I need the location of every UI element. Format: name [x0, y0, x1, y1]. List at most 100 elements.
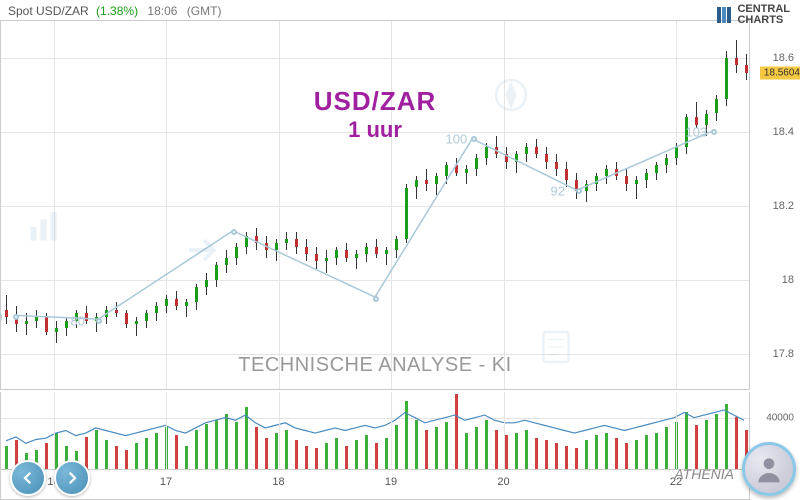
brand-logo: CENTRAL CHARTS [717, 4, 790, 26]
watermark-icon [184, 230, 224, 275]
volume-bar [455, 394, 458, 469]
volume-bar [5, 446, 8, 469]
volume-bar [575, 448, 578, 469]
volume-bar [435, 427, 438, 469]
nav-prev-button[interactable] [10, 460, 46, 496]
volume-bar [615, 438, 618, 469]
watermark-icon [26, 205, 66, 250]
volume-bar [385, 438, 388, 469]
volume-bar [595, 435, 598, 469]
volume-bar [505, 435, 508, 469]
volume-bar [645, 435, 648, 469]
volume-bar [275, 433, 278, 469]
volume-bar [715, 414, 718, 469]
pct-change: (1.38%) [96, 4, 138, 18]
time-label: 18:06 [147, 4, 177, 18]
volume-bar [175, 435, 178, 469]
volume-bar [555, 443, 558, 469]
volume-bar [285, 430, 288, 469]
last-price-tag: 18.5604 [760, 66, 800, 79]
volume-bar [625, 443, 628, 469]
overlay-marker [471, 136, 477, 142]
overlay-label: 100 [446, 132, 468, 147]
volume-bar [105, 440, 108, 469]
volume-bar [355, 440, 358, 469]
vol-y-tick: 40000 [766, 413, 794, 424]
y-tick-label: 18 [782, 274, 794, 286]
volume-bar [475, 427, 478, 469]
tz-label: (GMT) [187, 4, 222, 18]
volume-bar [315, 448, 318, 469]
watermark-icon [491, 75, 531, 120]
volume-bar [545, 440, 548, 469]
volume-bar [325, 443, 328, 469]
x-tick-label: 20 [497, 476, 509, 488]
avatar-icon[interactable] [742, 442, 796, 496]
chart-title: USD/ZAR 1 uur [314, 86, 437, 143]
volume-bar [235, 422, 238, 469]
y-tick-label: 18.2 [773, 200, 794, 212]
volume-bar [95, 430, 98, 469]
overlay-marker [576, 188, 582, 194]
chart-header: Spot USD/ZAR (1.38%) 18:06 (GMT) [8, 4, 221, 18]
volume-bar [265, 438, 268, 469]
volume-bar [245, 407, 248, 469]
overlay-marker [711, 129, 717, 135]
volume-bar [585, 440, 588, 469]
volume-bar [425, 430, 428, 469]
volume-bar [605, 433, 608, 469]
volume-bar [365, 435, 368, 469]
volume-bar [725, 404, 728, 469]
overlay-label: 80 [71, 313, 85, 328]
volume-bar [345, 446, 348, 469]
x-tick-label: 18 [272, 476, 284, 488]
volume-bar [665, 427, 668, 469]
volume-bar [375, 443, 378, 469]
x-tick-label: 19 [385, 476, 397, 488]
volume-bar [735, 417, 738, 469]
volume-bar [445, 422, 448, 469]
overlay-label: 103 [686, 125, 708, 140]
volume-bar [255, 427, 258, 469]
instrument-label: Spot USD/ZAR [8, 4, 89, 18]
volume-bar [485, 420, 488, 469]
volume-bar [225, 414, 228, 469]
volume-bar [185, 446, 188, 469]
overlay-marker [13, 314, 19, 320]
volume-bar [205, 424, 208, 470]
nav-next-button[interactable] [54, 460, 90, 496]
volume-bar [335, 438, 338, 469]
volume-bar [145, 438, 148, 469]
volume-bar [705, 420, 708, 469]
y-tick-label: 18.4 [773, 126, 794, 138]
overlay-marker [231, 229, 237, 235]
logo-icon [717, 7, 731, 23]
volume-bar [405, 401, 408, 469]
overlay-marker [96, 318, 102, 324]
volume-bar [495, 430, 498, 469]
x-axis: 161718192022 [0, 470, 750, 500]
volume-bar [685, 412, 688, 469]
volume-bar [395, 425, 398, 469]
volume-bar [55, 433, 58, 469]
volume-bar [85, 437, 88, 470]
price-chart[interactable]: USD/ZAR 1 uur TECHNISCHE ANALYSE - KI 17… [0, 20, 750, 390]
volume-bar [415, 420, 418, 469]
volume-bar [565, 446, 568, 469]
volume-bar [515, 433, 518, 469]
volume-bar [195, 430, 198, 469]
volume-bar [525, 430, 528, 469]
watermark-icon [536, 327, 576, 372]
volume-bar [45, 443, 48, 469]
avatar-name: ATHENIA [674, 466, 734, 482]
volume-bar [125, 450, 128, 470]
volume-bar [215, 420, 218, 469]
volume-bar [655, 433, 658, 469]
overlay-marker [373, 296, 379, 302]
volume-chart[interactable]: 40000 [0, 392, 750, 470]
volume-bar [535, 438, 538, 469]
volume-bar [635, 440, 638, 469]
volume-bar [695, 425, 698, 469]
logo-text: CENTRAL CHARTS [737, 4, 790, 26]
volume-bar [465, 433, 468, 469]
